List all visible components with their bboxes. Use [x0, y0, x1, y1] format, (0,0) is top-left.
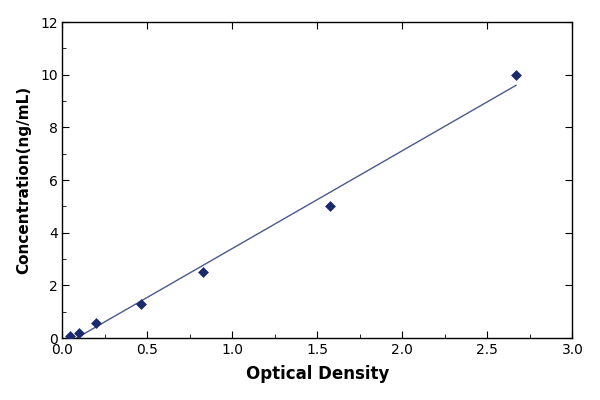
- Point: [65, 333, 75, 339]
- Point: [511, 72, 521, 78]
- X-axis label: Optical Density: Optical Density: [246, 365, 389, 383]
- Point: [198, 269, 208, 276]
- Point: [136, 301, 146, 307]
- Point: [325, 203, 335, 210]
- Y-axis label: Concentration(ng/mL): Concentration(ng/mL): [17, 86, 32, 274]
- Point: [74, 330, 84, 336]
- Point: [91, 320, 101, 326]
